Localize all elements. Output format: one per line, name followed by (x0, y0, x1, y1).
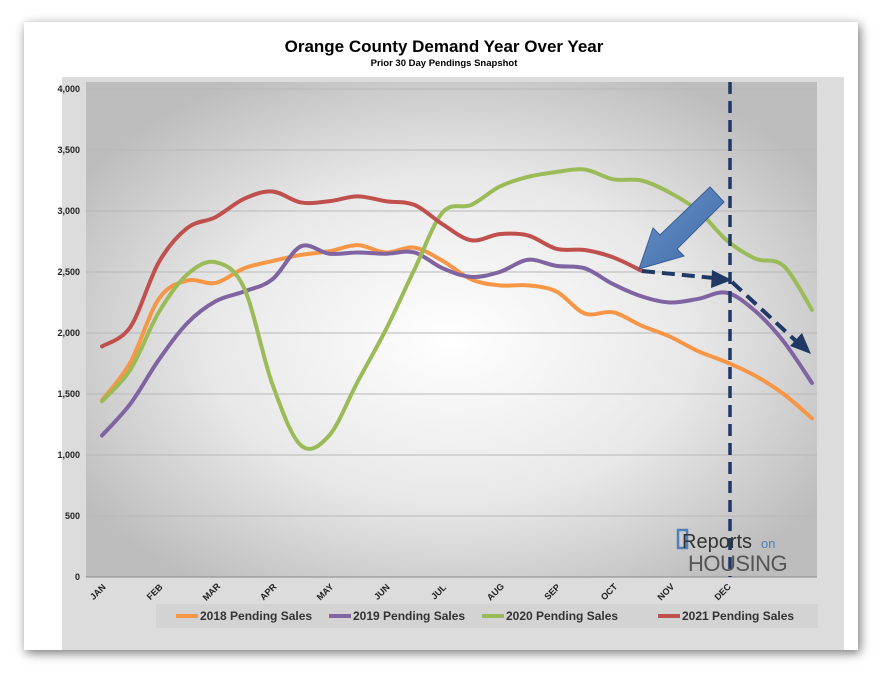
logo-housing: HOUSING (688, 551, 787, 576)
legend: 2018 Pending Sales 2019 Pending Sales 2020… (156, 604, 818, 628)
y-tick-label: 3,000 (57, 206, 80, 216)
y-tick-label: 1,000 (57, 450, 80, 460)
arrowhead-1-icon (711, 270, 732, 288)
reports-on-housing-logo: Reports on HOUSING (676, 528, 788, 576)
blue-arrow-icon (638, 186, 725, 270)
chart-svg: Orange County Demand Year Over Year Prio… (57, 37, 844, 650)
dashed-trend-arrow-2 (730, 280, 799, 344)
legend-label: 2021 Pending Sales (682, 609, 794, 623)
y-tick-label: 0 (75, 572, 80, 582)
y-tick-label: 3,500 (57, 145, 80, 155)
y-tick-label: 1,500 (57, 389, 80, 399)
arrowhead-2-icon (790, 333, 811, 354)
legend-label: 2020 Pending Sales (506, 609, 618, 623)
chart-subtitle: Prior 30 Day Pendings Snapshot (371, 58, 519, 69)
series-line-2019 (100, 243, 814, 438)
y-tick-label: 2,000 (57, 328, 80, 338)
y-tick-label: 500 (65, 511, 80, 521)
annotations (638, 82, 811, 577)
y-axis-ticks: 0 500 1,000 1,500 2,000 2,500 3,000 3,500 4,000 (57, 84, 80, 582)
series-line-2018 (100, 243, 814, 421)
chart-frame: Orange County Demand Year Over Year Prio… (24, 22, 858, 650)
dashed-trend-arrow-1 (641, 269, 715, 280)
logo-on: on (761, 536, 775, 551)
y-tick-label: 4,000 (57, 84, 80, 94)
legend-label: 2019 Pending Sales (353, 609, 465, 623)
logo-mark-icon (676, 528, 689, 550)
y-tick-label: 2,500 (57, 267, 80, 277)
series-line-2021 (100, 189, 644, 349)
plot-area (86, 82, 817, 577)
logo-reports: Reports (682, 531, 752, 553)
chart-title: Orange County Demand Year Over Year (285, 37, 604, 56)
legend-label: 2018 Pending Sales (200, 609, 312, 623)
